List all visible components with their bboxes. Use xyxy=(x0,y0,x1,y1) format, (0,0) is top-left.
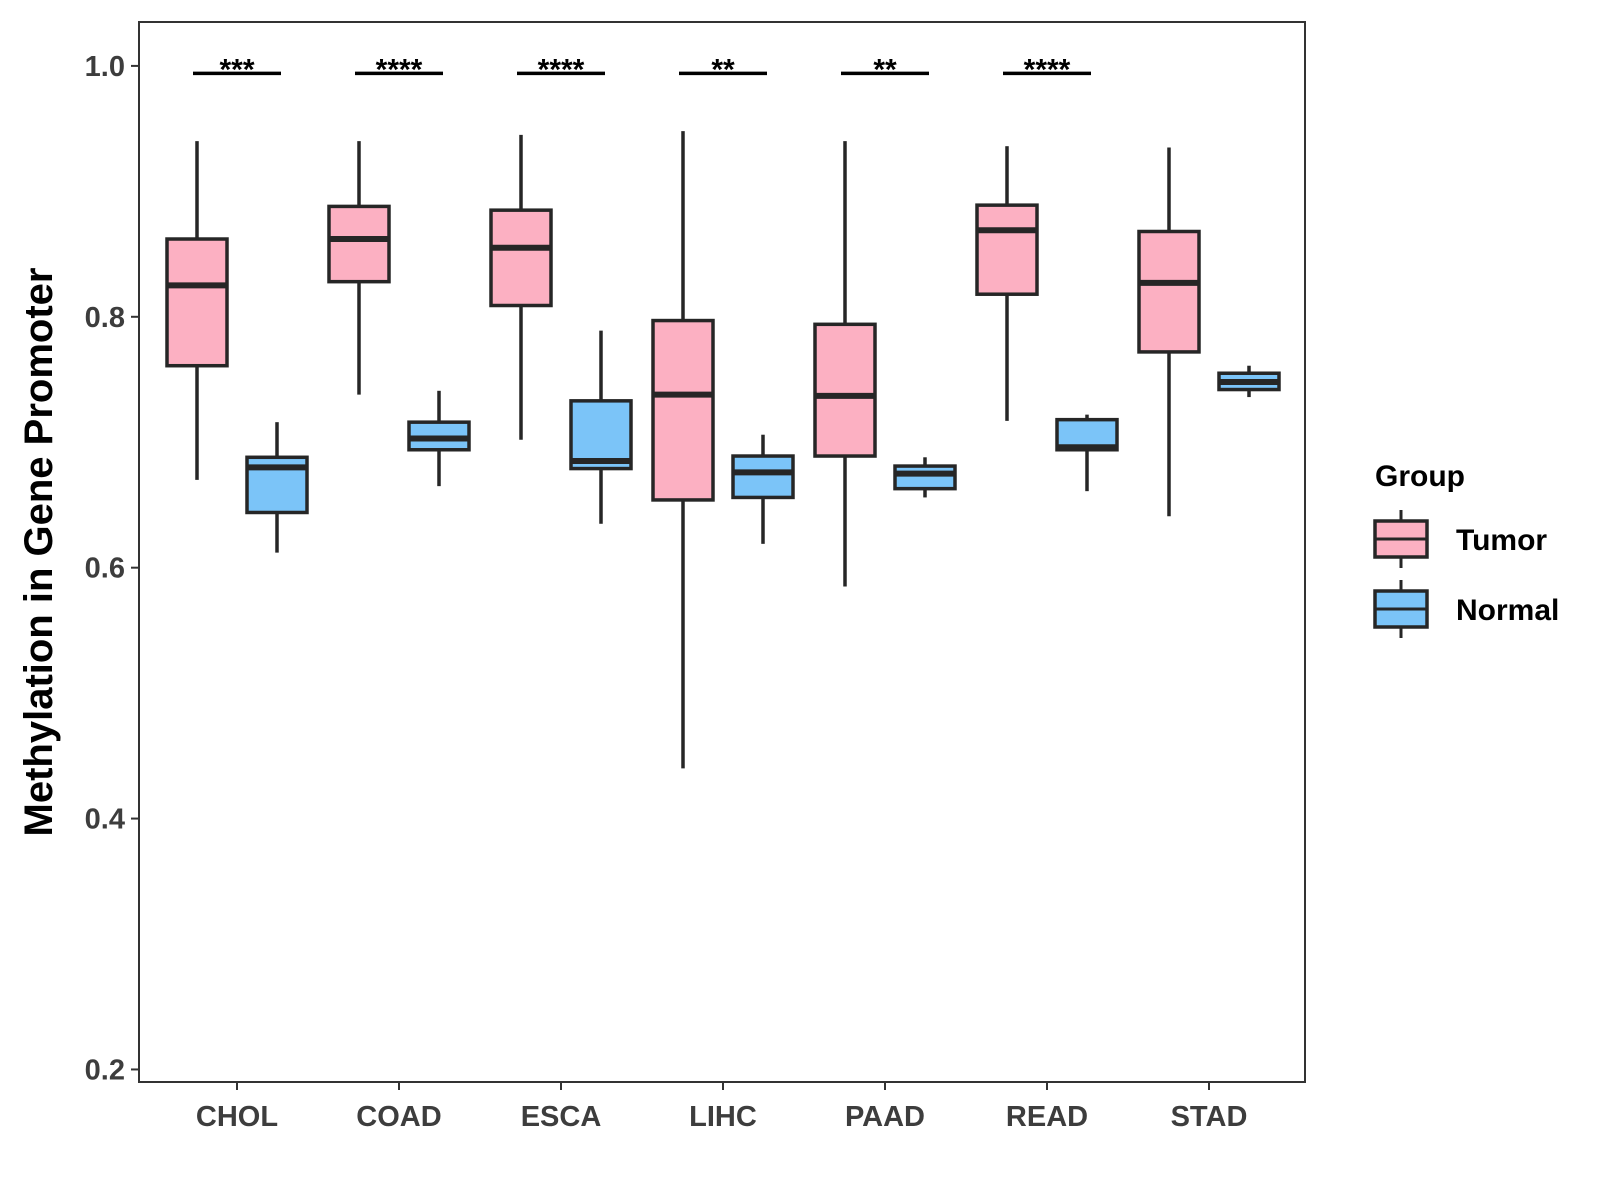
box-normal-esca xyxy=(569,330,633,524)
box-tumor-coad xyxy=(327,141,391,395)
box-tumor-paad xyxy=(813,141,877,587)
significance-stars: ** xyxy=(873,53,897,86)
legend-label-normal: Normal xyxy=(1456,594,1559,627)
x-tick-label: CHOL xyxy=(196,1101,278,1133)
y-axis: 0.2 0.4 0.6 0.8 1.0 xyxy=(85,51,139,1086)
plot-panel-border xyxy=(138,21,1306,1083)
legend-title: Group xyxy=(1375,460,1465,493)
y-tick-label: 0.2 xyxy=(85,1054,125,1086)
legend-key-normal xyxy=(1373,580,1429,638)
x-tick-label: LIHC xyxy=(689,1101,757,1133)
box-series-group xyxy=(165,131,1281,769)
y-tick-label: 1.0 xyxy=(85,51,125,83)
box-normal-coad xyxy=(407,390,471,487)
x-tick-label: ESCA xyxy=(521,1101,602,1133)
box-iqr xyxy=(489,208,553,308)
box-tumor-stad xyxy=(1137,147,1201,517)
box-iqr xyxy=(1137,229,1201,354)
x-tick-label: READ xyxy=(1006,1101,1088,1133)
y-tick-label: 0.4 xyxy=(85,804,125,836)
significance-stars: *** xyxy=(219,53,254,86)
box-iqr xyxy=(651,318,715,502)
box-iqr xyxy=(813,322,877,458)
legend-key-tumor xyxy=(1373,510,1429,568)
x-tick-label: COAD xyxy=(356,1101,441,1133)
legend-label-tumor: Tumor xyxy=(1456,524,1547,557)
box-iqr xyxy=(327,204,391,284)
significance-stars: **** xyxy=(1024,53,1071,86)
x-tick-label: STAD xyxy=(1171,1101,1248,1133)
box-tumor-lihc xyxy=(651,131,715,769)
box-normal-stad xyxy=(1217,365,1281,398)
x-tick-label: PAAD xyxy=(845,1101,925,1133)
significance-stars: **** xyxy=(376,53,423,86)
box-normal-read xyxy=(1055,414,1119,492)
box-normal-lihc xyxy=(731,434,795,544)
box-iqr xyxy=(975,203,1039,296)
legend: Group Tumor Normal xyxy=(1373,460,1559,638)
y-tick-label: 0.8 xyxy=(85,302,125,334)
box-normal-chol xyxy=(245,422,309,553)
significance-stars: ** xyxy=(711,53,735,86)
y-tick-label: 0.6 xyxy=(85,553,125,585)
significance-stars: **** xyxy=(538,53,585,86)
box-tumor-read xyxy=(975,146,1039,421)
box-tumor-chol xyxy=(165,141,229,480)
significance-annotations: *** **** **** ** ** **** xyxy=(193,53,1091,86)
box-iqr xyxy=(731,454,795,500)
box-iqr xyxy=(165,237,229,368)
x-axis: CHOL COAD ESCA LIHC PAAD READ STAD xyxy=(196,1082,1247,1133)
box-tumor-esca xyxy=(489,134,553,440)
box-iqr xyxy=(569,399,633,471)
box-normal-paad xyxy=(893,457,957,498)
y-axis-title: Methylation in Gene Promoter xyxy=(17,268,61,837)
box-iqr xyxy=(893,464,957,491)
plot-panel-background xyxy=(139,22,1305,1082)
